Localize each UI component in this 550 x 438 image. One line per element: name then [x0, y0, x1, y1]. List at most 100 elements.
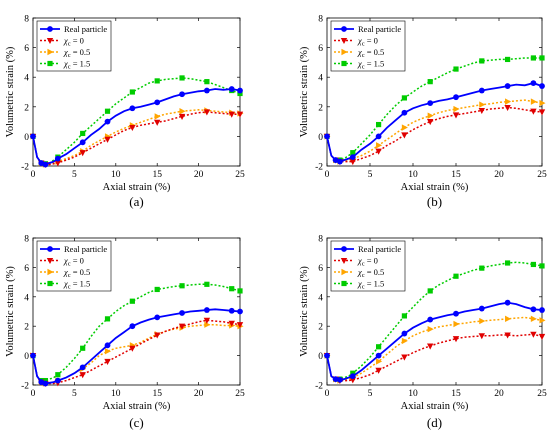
y-axis-label: Volumetric strain (%) [299, 46, 310, 137]
data-point [539, 307, 545, 313]
data-point [30, 353, 36, 359]
legend-marker [341, 246, 347, 252]
panel-label: (a) [129, 194, 143, 209]
data-point [539, 83, 545, 89]
data-point [428, 326, 434, 332]
data-point [80, 131, 85, 136]
data-point [154, 314, 160, 320]
x-tick-label: 0 [325, 389, 330, 399]
data-point [237, 309, 243, 315]
y-axis-label: Volumetric strain (%) [5, 266, 16, 357]
data-point [539, 109, 545, 115]
series-line [327, 83, 542, 162]
legend: Real particle χc = 0χc = 0.5χc = 1.5 [331, 241, 405, 291]
data-point [179, 75, 184, 80]
series-x15 [30, 282, 242, 383]
series-line [33, 284, 240, 380]
legend-marker [47, 26, 53, 32]
y-tick-label: 0 [318, 133, 323, 143]
data-point [453, 311, 459, 317]
data-point [402, 313, 407, 318]
x-tick-label: 25 [235, 170, 245, 180]
data-point [479, 333, 485, 339]
data-point [229, 308, 235, 314]
data-point [505, 98, 511, 104]
data-point [479, 318, 485, 324]
y-tick-label: -2 [21, 163, 29, 173]
data-point [479, 306, 485, 312]
data-point [479, 266, 484, 271]
data-point [505, 300, 511, 306]
x-axis-label: Axial strain (%) [103, 401, 171, 412]
data-point [237, 288, 242, 293]
legend-marker [47, 61, 52, 66]
data-point [539, 55, 544, 60]
data-point [129, 323, 135, 329]
data-point [505, 260, 510, 265]
data-point [402, 95, 407, 100]
data-point [337, 159, 343, 165]
y-tick-label: 2 [24, 103, 29, 113]
legend: Real particle χc = 0χc = 0.5χc = 1.5 [331, 21, 405, 71]
data-point [427, 100, 433, 106]
series-line [33, 325, 240, 384]
legend-label: Real particle [358, 24, 401, 34]
y-tick-label: -2 [21, 382, 29, 392]
series-line [33, 112, 240, 165]
data-point [155, 287, 160, 292]
chart-panel-1: 0 5 10 15 20 25-202468Axial strain (%)Volumet… [5, 15, 245, 210]
x-tick-label: 15 [152, 389, 162, 399]
series-real [324, 300, 545, 383]
legend-label: Real particle [64, 244, 107, 254]
data-point [229, 86, 235, 92]
data-point [453, 112, 459, 118]
y-tick-label: 2 [318, 323, 323, 333]
data-point [204, 79, 209, 84]
x-tick-label: 0 [31, 389, 36, 399]
data-point [80, 364, 86, 370]
series-real [30, 307, 243, 386]
x-tick-label: 25 [537, 170, 547, 180]
y-tick-label: 6 [318, 264, 323, 274]
x-tick-label: 20 [494, 170, 504, 180]
data-point [531, 262, 536, 267]
data-point [539, 334, 545, 340]
data-point [428, 79, 433, 84]
data-point [154, 120, 160, 126]
x-tick-label: 10 [408, 389, 418, 399]
data-point [539, 317, 545, 323]
x-tick-label: 5 [368, 389, 373, 399]
panel-label: (c) [129, 415, 143, 430]
data-point [155, 113, 161, 119]
y-tick-label: 8 [24, 235, 29, 245]
data-point [402, 331, 408, 337]
panel-label: (b) [427, 194, 442, 209]
y-axis-label: Volumetric strain (%) [299, 266, 310, 357]
legend: Real particle χc = 0χc = 0.5χc = 1.5 [37, 21, 111, 71]
series-x0 [30, 318, 243, 387]
x-tick-label: 5 [72, 389, 77, 399]
legend-label: Real particle [64, 24, 107, 34]
data-point [154, 99, 160, 105]
data-point [531, 55, 536, 60]
data-point [179, 310, 185, 316]
y-tick-label: 4 [318, 74, 323, 84]
legend-marker [341, 281, 346, 286]
data-point [337, 377, 343, 383]
legend-marker [341, 26, 347, 32]
data-point [539, 263, 544, 268]
data-point [428, 288, 433, 293]
y-tick-label: 4 [318, 293, 323, 303]
x-tick-label: 15 [451, 170, 461, 180]
data-point [427, 343, 433, 349]
x-tick-label: 25 [235, 389, 245, 399]
data-point [401, 355, 407, 361]
y-tick-label: 8 [318, 235, 323, 245]
data-point [43, 162, 49, 168]
y-tick-label: 2 [24, 323, 29, 333]
x-axis-label: Axial strain (%) [401, 401, 469, 412]
data-point [350, 373, 356, 379]
chart-panel-2: 0 5 10 15 20 25-202468Axial strain (%)Volumet… [299, 15, 547, 210]
